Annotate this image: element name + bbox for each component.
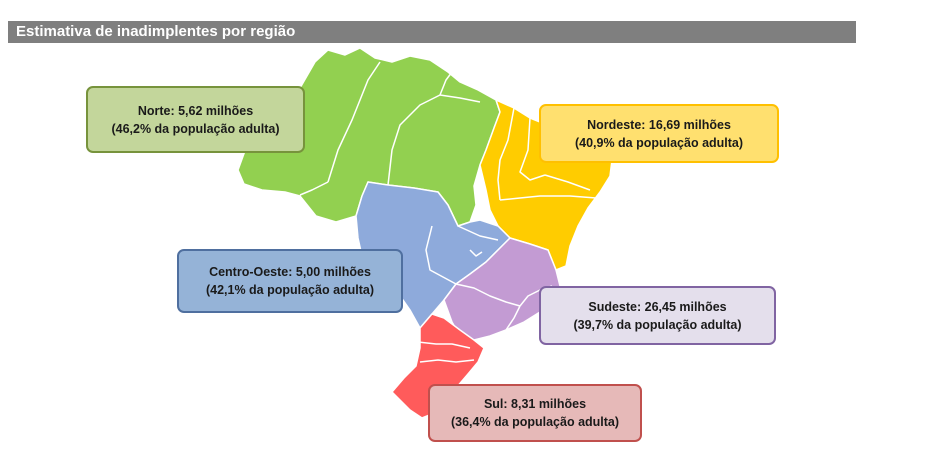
centro-oeste-share: (42,1% da população adulta) (205, 283, 375, 297)
norte-divider-1 (327, 61, 381, 183)
norte-divider-4 (439, 71, 453, 96)
nordeste-share: (40,9% da população adulta) (574, 135, 744, 150)
sudeste-divider-3 (505, 305, 521, 331)
centro-oeste-divider-1 (425, 225, 457, 285)
centro-oeste-divider-2 (457, 225, 499, 241)
norte-share: (46,2% da população adulta) (111, 121, 280, 136)
sudeste-divider-1 (455, 283, 521, 307)
norte-divider-2 (387, 94, 481, 186)
nordeste-divider-5 (499, 195, 597, 201)
nordeste-divider-4 (544, 174, 591, 191)
norte-count: Norte: 5,62 milhões (137, 103, 254, 118)
centro-oeste-divider-3 (469, 249, 483, 257)
nordeste-count: Nordeste: 16,69 milhões (587, 117, 731, 132)
sul-divider-1 (417, 341, 471, 349)
nordeste-divider-2 (519, 117, 546, 181)
sudeste-share: (39,7% da população adulta) (573, 317, 742, 332)
region-label-norte: Norte: 5,62 milhões (46,2% da população … (86, 86, 305, 153)
page-title: Estimativa de inadimplentes por região (8, 21, 856, 43)
region-label-centro-oeste: Centro-Oeste: 5,00 milhões (42,1% da pop… (177, 249, 403, 313)
norte-divider-3 (299, 181, 329, 196)
centro-oeste-count: Centro-Oeste: 5,00 milhões (209, 265, 371, 279)
region-label-nordeste: Nordeste: 16,69 milhões (40,9% da popula… (539, 104, 779, 163)
sul-divider-2 (419, 359, 475, 363)
sul-share: (36,4% da população adulta) (450, 415, 620, 429)
nordeste-divider-1 (497, 107, 515, 201)
sudeste-count: Sudeste: 26,45 milhões (588, 299, 727, 314)
region-label-sudeste: Sudeste: 26,45 milhões (39,7% da populaç… (539, 286, 776, 345)
region-label-sul: Sul: 8,31 milhões (36,4% da população ad… (428, 384, 642, 442)
region-sudeste (443, 237, 561, 341)
sul-count: Sul: 8,31 milhões (483, 397, 587, 411)
